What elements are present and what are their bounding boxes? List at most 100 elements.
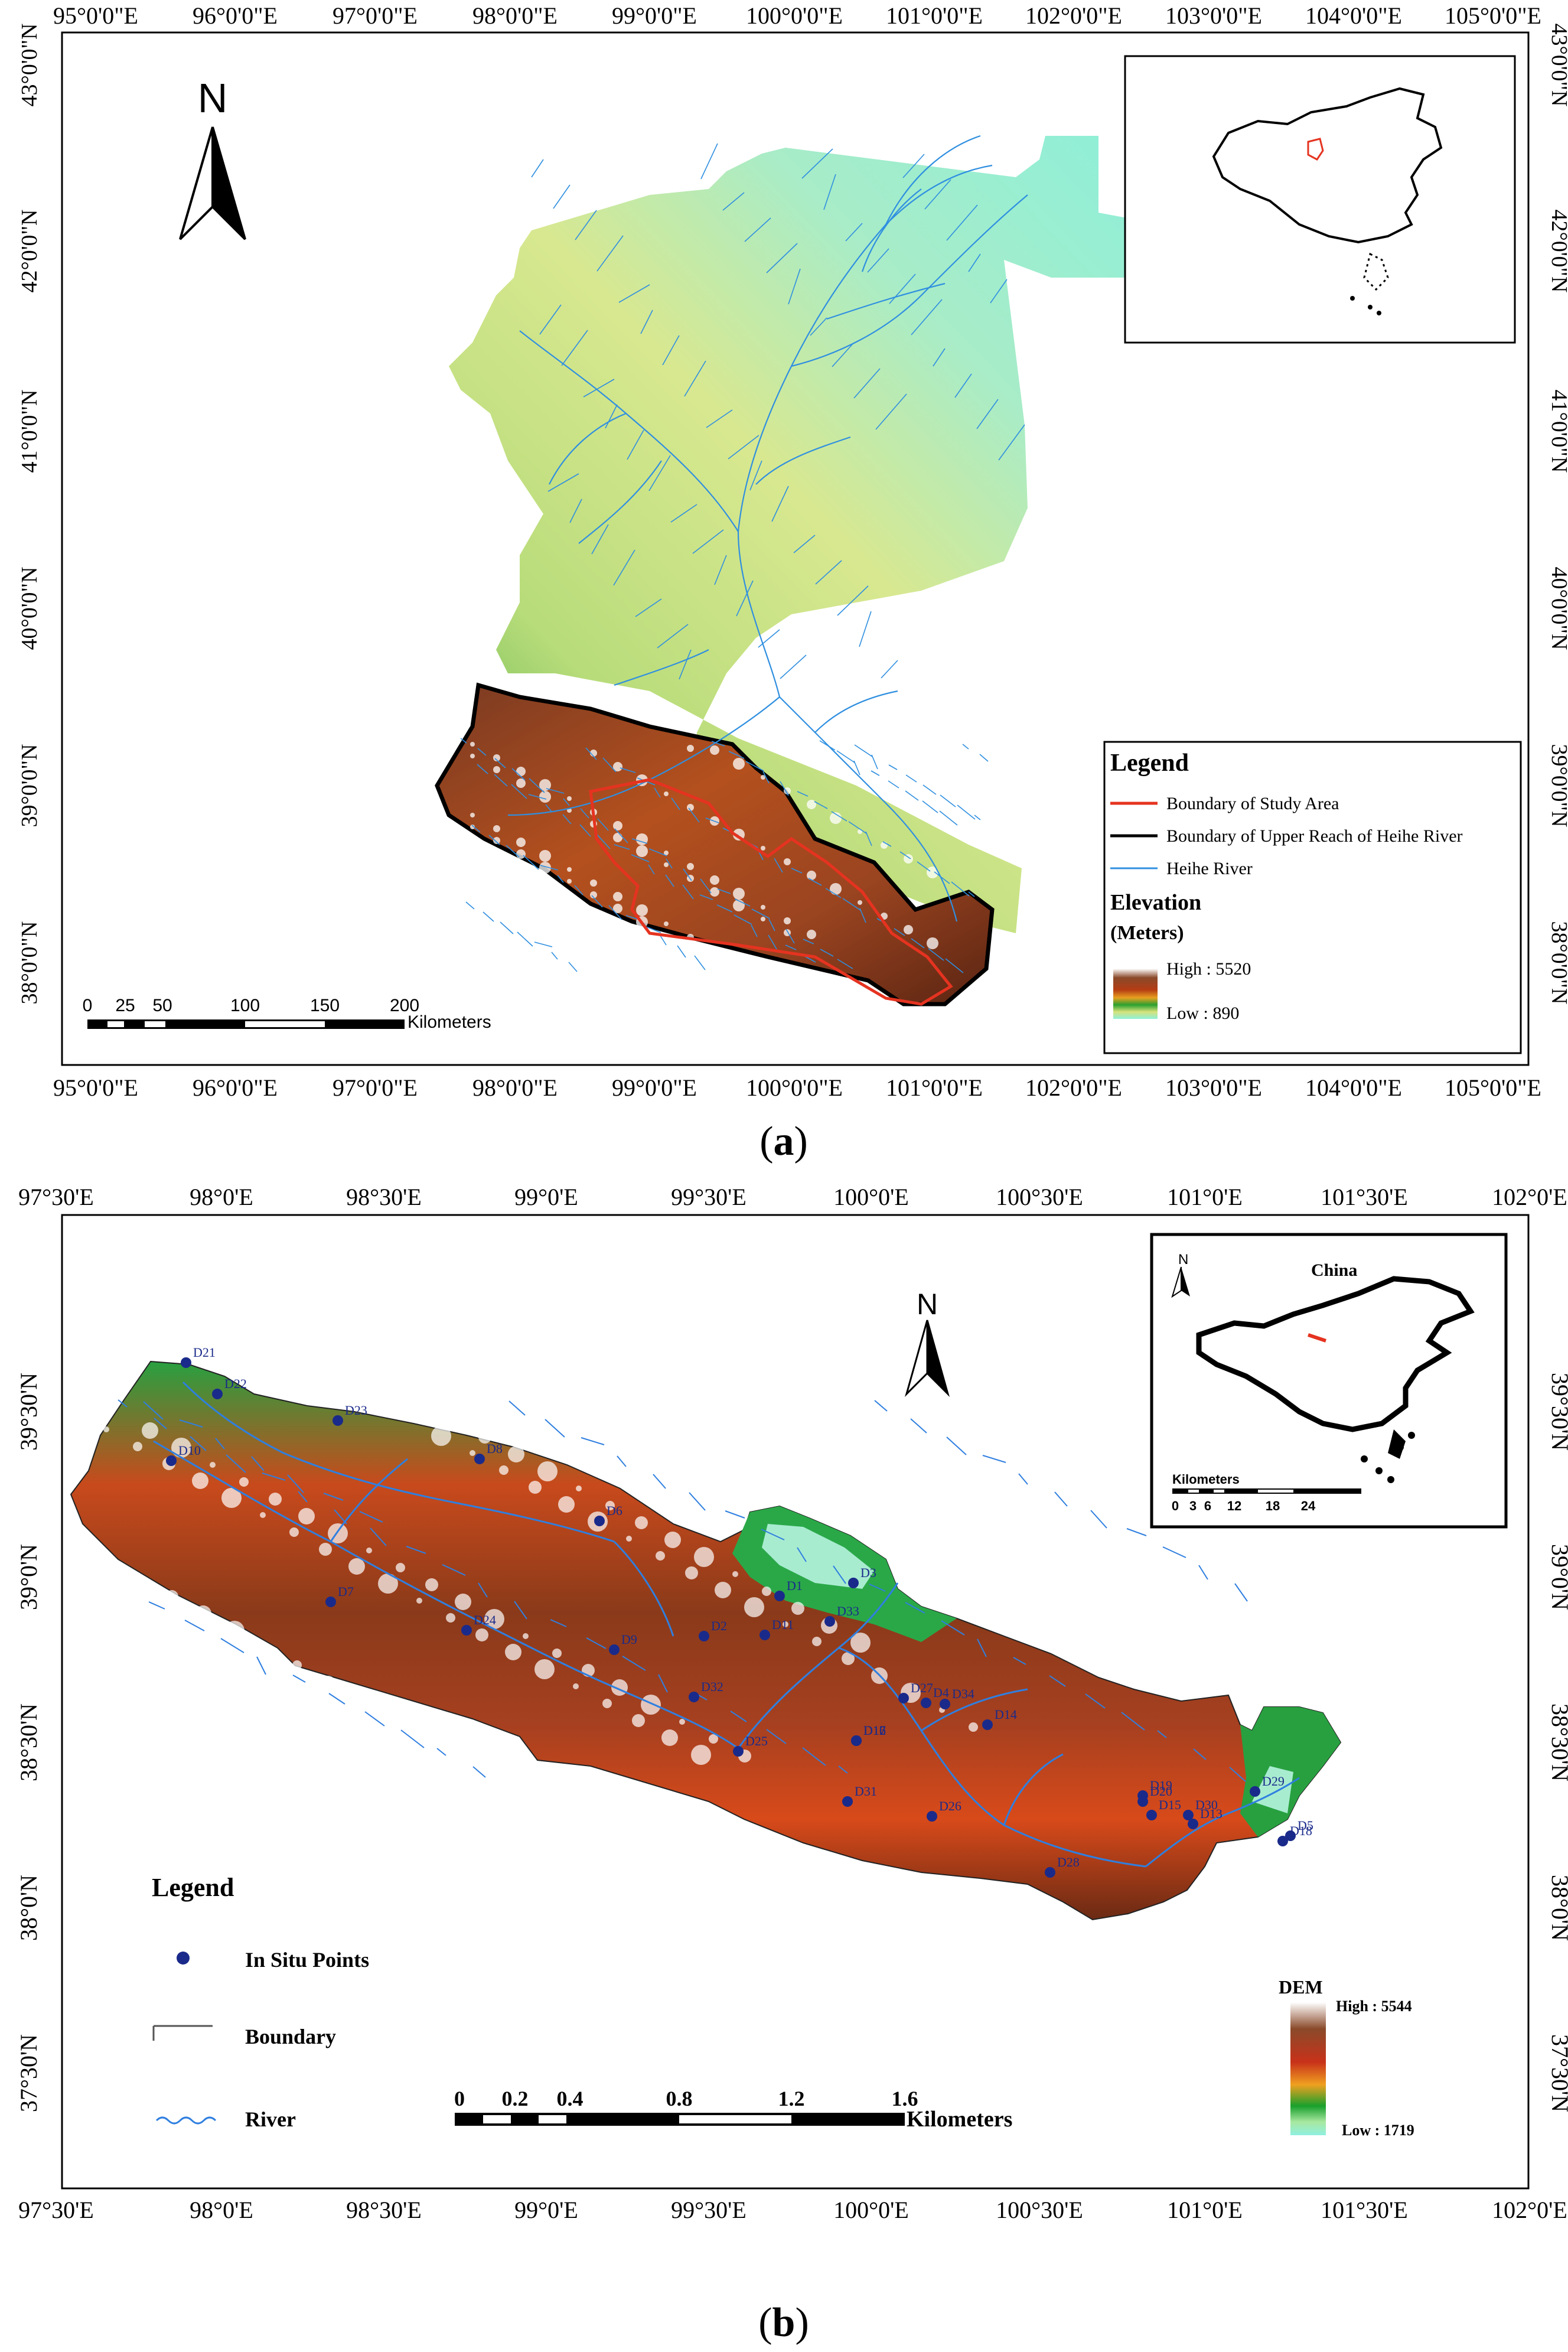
river-line [928, 948, 944, 961]
snow-patch [656, 1551, 665, 1561]
snow-patch [830, 812, 842, 824]
snow-patch [539, 862, 551, 874]
snow-patch [762, 1587, 771, 1596]
river-line [934, 871, 950, 884]
river-line [1126, 1528, 1147, 1536]
river-line [823, 174, 836, 210]
river-line [1121, 1712, 1145, 1731]
svg-text:Kilometers: Kilometers [907, 2107, 1012, 2132]
snow-patch [635, 1516, 648, 1529]
river-line [779, 696, 958, 922]
river-line [557, 875, 564, 883]
in-situ-point-label: D9 [621, 1632, 637, 1647]
longitude-label: 104°0'0"E [1305, 2, 1402, 29]
snow-patch [567, 867, 572, 872]
snow-patch [613, 762, 622, 771]
dem-legend: DEM High : 5544 Low : 1719 [1279, 1976, 1414, 2139]
in-situ-point [921, 1698, 931, 1708]
latitude-label: 38°0'N [15, 1875, 42, 1941]
study-area-boundary [589, 778, 953, 1006]
scale-number: 150 [310, 996, 340, 1015]
snow-patch [881, 783, 888, 790]
snow-patch [216, 1640, 229, 1653]
snow-patch [516, 908, 526, 918]
longitude-label: 103°0'0"E [1165, 2, 1262, 29]
snow-patch [761, 905, 765, 910]
snow-patch [761, 917, 765, 921]
river-line [768, 918, 775, 931]
longitude-label: 103°0'0"E [1165, 1074, 1262, 1101]
caption-b: (b) [758, 2300, 809, 2346]
inset-scale-number: 0 [1172, 1498, 1179, 1513]
river-line [793, 535, 816, 553]
in-situ-point-label: D10 [178, 1443, 201, 1458]
river-line [905, 790, 919, 801]
river-line [910, 1418, 927, 1434]
river-line [922, 800, 938, 813]
snow-patch [221, 1488, 242, 1508]
snow-patch [664, 921, 669, 926]
latitude-labels-right: 39°30'N 39°0'N 38°30'N 38°0'N 37°30'N [1547, 1373, 1568, 2112]
river-line [528, 794, 547, 800]
snow-patch [807, 871, 816, 880]
river-line [714, 555, 727, 585]
river-line [797, 791, 809, 797]
svg-text:N: N [917, 1288, 938, 1321]
river-line [871, 754, 878, 770]
map-panel-a: 95°0'0"E 96°0'0"E 97°0'0"E 98°0'0"E 99°0'0"E… [17, 2, 1568, 1164]
svg-text:Heihe River: Heihe River [1166, 859, 1253, 878]
river-line [1162, 1546, 1186, 1558]
snow-patch [539, 850, 551, 862]
snow-patch [470, 1450, 475, 1456]
in-situ-point [166, 1455, 177, 1466]
inset-scale-number: 3 [1189, 1498, 1197, 1513]
snow-patch [768, 1434, 784, 1451]
snow-patch [904, 925, 913, 934]
in-situ-point-label: D5 [1298, 1818, 1313, 1833]
river-line [631, 854, 650, 862]
river-line [654, 787, 661, 798]
river-line [734, 898, 751, 907]
river-line [694, 955, 706, 970]
snow-patch [195, 1605, 211, 1622]
snow-patch [499, 1465, 508, 1475]
latitude-label: 40°0'0"N [1547, 567, 1568, 650]
river-line [766, 1729, 787, 1744]
river-line [665, 874, 674, 887]
snow-patch [865, 1489, 875, 1498]
latitude-label: 38°0'0"N [1547, 921, 1568, 1005]
longitude-label: 98°30'E [346, 1184, 422, 1210]
in-situ-point-label: D24 [474, 1612, 496, 1627]
scale-number: 0 [83, 996, 93, 1015]
in-situ-point [940, 1699, 950, 1709]
longitude-label: 99°30'E [671, 2197, 746, 2223]
in-situ-point [982, 1719, 993, 1730]
river-line [717, 888, 731, 894]
snow-patch [539, 921, 551, 933]
river-line [815, 560, 842, 585]
river-line [861, 188, 922, 272]
snow-patch [881, 771, 888, 778]
in-situ-point [474, 1454, 485, 1464]
river-line [810, 317, 827, 336]
river-line [940, 794, 956, 807]
north-arrow-a: N [179, 75, 246, 240]
river-line [734, 914, 752, 925]
in-situ-point-label: D26 [939, 1799, 961, 1813]
river-line [578, 460, 662, 544]
river-line [670, 504, 697, 523]
snow-patch [945, 1555, 958, 1568]
in-situ-point-label: D27 [911, 1680, 933, 1695]
snow-patch [613, 821, 622, 830]
river-line [460, 738, 467, 744]
snow-patch [224, 1621, 245, 1641]
river-line [871, 770, 880, 776]
river-line [580, 808, 589, 819]
latitude-label: 38°30'N [15, 1703, 42, 1781]
river-line [826, 282, 946, 320]
snow-patch [858, 758, 862, 763]
north-arrow-b: N [905, 1288, 950, 1397]
river-line [1193, 1748, 1207, 1760]
river-line [666, 858, 673, 869]
snow-patch [636, 845, 648, 857]
